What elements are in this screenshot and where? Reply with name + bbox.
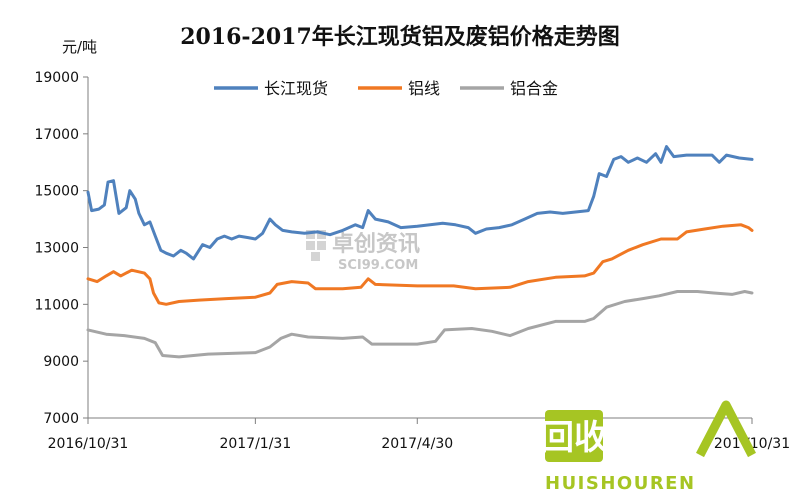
x-tick-label: 201 /10/31 [714, 436, 790, 452]
legend: 长江现货 铝线 铝合金 [214, 79, 558, 98]
watermark-cn: 卓创资讯 [332, 232, 420, 257]
watermark-logo-icon [306, 230, 326, 261]
series-line-3 [86, 290, 754, 359]
y-axis-label: 元/吨 [62, 38, 97, 56]
series-group [86, 145, 754, 359]
legend-label-1: 长江现货 [264, 79, 328, 98]
legend-label-3: 铝合金 [510, 79, 558, 98]
y-tick-label: 13000 [34, 241, 79, 257]
badge-en: HUISHOUREN [545, 473, 696, 494]
recycle-logo-icon: 回收 [540, 400, 756, 462]
x-tick-label: 2017/4/30 [381, 436, 453, 452]
chart-title: 2016-2017年长江现货铝及废铝价格走势图 [180, 24, 620, 50]
badge-cn: 回收 [540, 418, 608, 458]
huishouren-badge: 回收 HUISHOUREN [540, 400, 756, 494]
x-tick-label: 2017/1/31 [219, 436, 291, 452]
y-tick-label: 11000 [34, 297, 79, 313]
y-tick-label: 9000 [43, 354, 79, 370]
y-tick-label: 19000 [34, 70, 79, 86]
series-line-1 [86, 145, 754, 261]
watermark: 卓创资讯 SCI99.COM [306, 230, 420, 273]
y-tick-label: 17000 [34, 127, 79, 143]
x-tick-label: 2016/10/31 [48, 436, 129, 452]
ticks: 7000 9000 11000 13000 15000 17000 19000 2016/10… [34, 70, 790, 452]
series-line-2 [86, 223, 754, 306]
watermark-en: SCI99.COM [338, 258, 418, 273]
legend-label-2: 铝线 [408, 79, 440, 98]
y-tick-label: 15000 [34, 184, 79, 200]
y-tick-label: 7000 [43, 411, 79, 427]
